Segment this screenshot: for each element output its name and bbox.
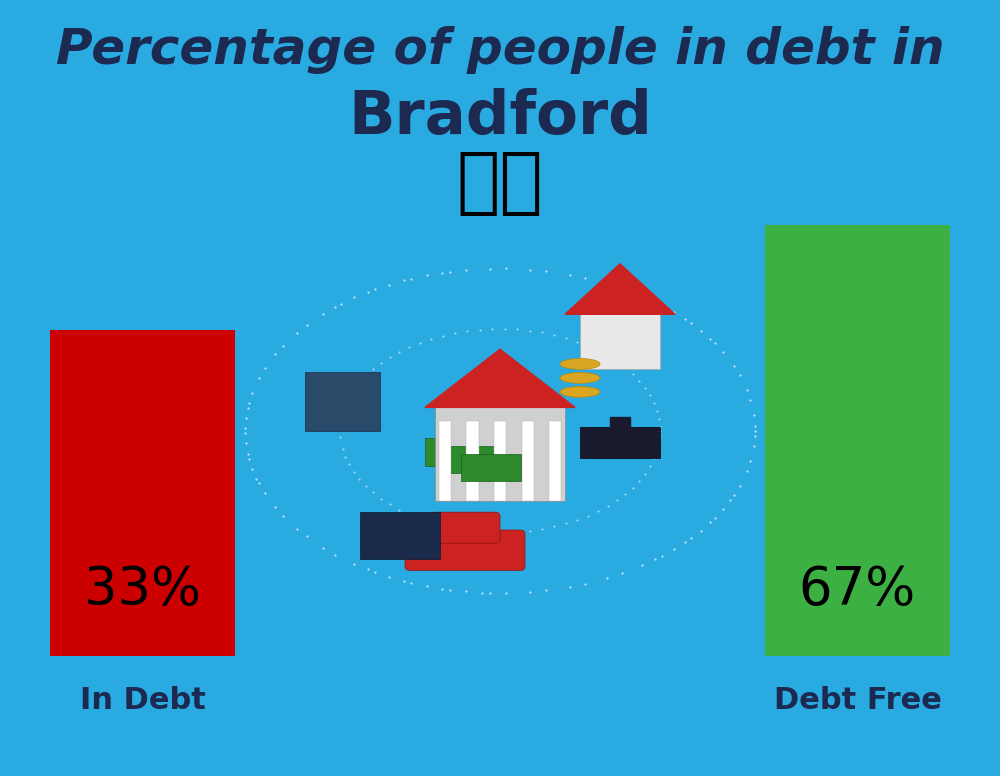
Ellipse shape	[560, 359, 600, 369]
FancyBboxPatch shape	[580, 314, 660, 369]
FancyBboxPatch shape	[50, 330, 235, 656]
FancyBboxPatch shape	[765, 225, 950, 656]
Text: 67%: 67%	[799, 563, 916, 616]
Ellipse shape	[560, 372, 600, 383]
Text: 🇬🇧: 🇬🇧	[457, 150, 543, 218]
FancyBboxPatch shape	[405, 530, 525, 570]
FancyBboxPatch shape	[360, 512, 440, 559]
FancyBboxPatch shape	[439, 421, 451, 501]
FancyBboxPatch shape	[549, 421, 561, 501]
FancyBboxPatch shape	[305, 372, 380, 431]
FancyBboxPatch shape	[430, 512, 500, 543]
Text: Debt Free: Debt Free	[774, 686, 941, 715]
FancyBboxPatch shape	[425, 438, 485, 466]
FancyBboxPatch shape	[443, 446, 503, 473]
Polygon shape	[565, 264, 675, 314]
Text: In Debt: In Debt	[80, 686, 205, 715]
Text: Bradford: Bradford	[348, 88, 652, 147]
FancyBboxPatch shape	[494, 421, 506, 501]
FancyBboxPatch shape	[522, 421, 534, 501]
FancyBboxPatch shape	[580, 427, 660, 458]
FancyBboxPatch shape	[435, 407, 565, 501]
Ellipse shape	[560, 386, 600, 397]
FancyBboxPatch shape	[461, 454, 521, 481]
Polygon shape	[425, 349, 575, 407]
Text: Percentage of people in debt in: Percentage of people in debt in	[56, 26, 944, 74]
Text: 33%: 33%	[84, 563, 201, 616]
FancyBboxPatch shape	[466, 421, 479, 501]
